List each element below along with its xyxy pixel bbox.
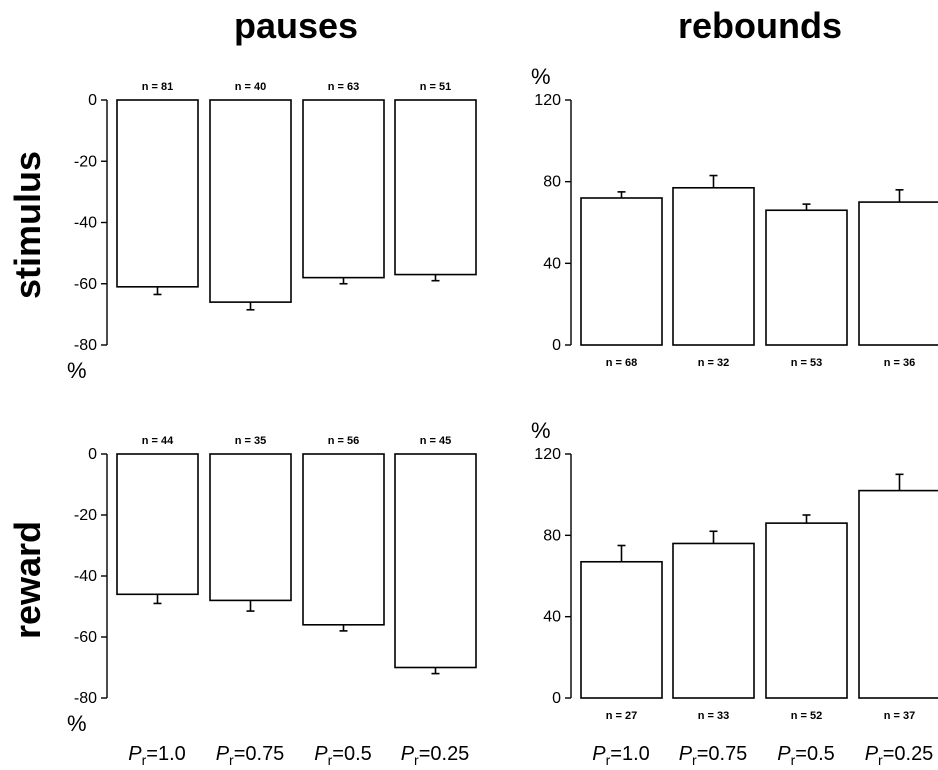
x-label-rebounds: Pr=0.5 (777, 743, 835, 768)
column-title-pauses: pauses (234, 5, 358, 46)
y-tick-label: 120 (534, 446, 561, 463)
x-label-pauses: Pr=0.25 (401, 743, 470, 768)
y-tick-label: -80 (74, 337, 97, 354)
y-tick-label: 80 (543, 527, 561, 544)
bar-Pr=0.25 (858, 489, 938, 699)
bar-Pr=0.75 (209, 453, 292, 602)
y-tick-label: 40 (543, 609, 561, 626)
bar-Pr=1.0 (116, 99, 199, 288)
bar-Pr=1.0 (116, 453, 199, 596)
y-tick-label: -40 (74, 215, 97, 232)
y-unit-label: % (531, 64, 551, 89)
n-label: n = 35 (235, 435, 267, 447)
n-label: n = 52 (791, 710, 823, 722)
n-label: n = 33 (698, 710, 730, 722)
y-tick-label: -80 (74, 690, 97, 707)
panel-rebounds-reward: 0 40 80 120% n = 27 n = 33 n = 52 n = 37 (531, 418, 938, 722)
x-label-pauses: Pr=0.75 (216, 743, 285, 768)
y-tick-label: 120 (534, 92, 561, 109)
bar-Pr=0.75 (209, 99, 292, 303)
n-label: n = 81 (142, 81, 174, 93)
y-tick-label: -40 (74, 568, 97, 585)
y-tick-label: 0 (88, 92, 97, 109)
y-tick-label: 0 (552, 337, 561, 354)
panel-pauses-reward: 0 -20 -40 -60 -80% n = 44 n = 35 n = 56 n = 45 (67, 435, 477, 736)
bar-Pr=0.5 (302, 453, 385, 626)
y-unit-label: % (531, 418, 551, 443)
n-label: n = 56 (328, 435, 360, 447)
x-label-pauses: Pr=1.0 (128, 743, 186, 768)
n-label: n = 32 (698, 357, 730, 369)
n-label: n = 37 (884, 710, 916, 722)
n-label: n = 27 (606, 710, 638, 722)
bar-Pr=1.0 (580, 197, 663, 346)
y-tick-label: -20 (74, 153, 97, 170)
panel-pauses-stimulus: 0 -20 -40 -60 -80% n = 81 n = 40 n = 63 n = 51 (67, 81, 477, 383)
bar-Pr=0.75 (672, 186, 755, 346)
y-tick-label: -20 (74, 507, 97, 524)
y-tick-label: 80 (543, 174, 561, 191)
x-axis-labels: Pr=1.0 Pr=0.75 Pr=0.5 Pr=0.25 Pr=1.0 Pr=0.75 P… (128, 743, 933, 768)
row-title-reward: reward (7, 521, 48, 639)
y-unit-label: % (67, 711, 87, 736)
bar-Pr=0.5 (302, 99, 385, 279)
n-label: n = 53 (791, 357, 823, 369)
bar-Pr=1.0 (580, 560, 663, 699)
bar-Pr=0.25 (394, 453, 477, 669)
bar-Pr=0.75 (672, 542, 755, 699)
column-title-rebounds: rebounds (678, 5, 842, 46)
n-label: n = 36 (884, 357, 916, 369)
n-label: n = 45 (420, 435, 452, 447)
x-label-pauses: Pr=0.5 (314, 743, 372, 768)
n-label: n = 68 (606, 357, 638, 369)
y-tick-label: -60 (74, 276, 97, 293)
n-label: n = 51 (420, 81, 452, 93)
x-label-rebounds: Pr=1.0 (592, 743, 650, 768)
n-label: n = 63 (328, 81, 360, 93)
x-label-rebounds: Pr=0.25 (865, 743, 934, 768)
n-label: n = 44 (142, 435, 174, 447)
panel-rebounds-stimulus: 0 40 80 120% n = 68 n = 32 n = 53 n = 36 (531, 64, 938, 369)
y-tick-label: 40 (543, 255, 561, 272)
row-title-stimulus: stimulus (7, 151, 48, 299)
y-tick-label: 0 (88, 446, 97, 463)
y-tick-label: 0 (552, 690, 561, 707)
y-unit-label: % (67, 358, 87, 383)
bar-Pr=0.5 (765, 522, 848, 699)
bar-Pr=0.25 (394, 99, 477, 276)
bar-Pr=0.5 (765, 209, 848, 346)
chart-panels: 0 -20 -40 -60 -80% n = 81 n = 40 n = 63 n = 51 0 4… (67, 64, 938, 736)
x-label-rebounds: Pr=0.75 (679, 743, 748, 768)
y-tick-label: -60 (74, 629, 97, 646)
bar-Pr=0.25 (858, 201, 938, 346)
n-label: n = 40 (235, 81, 267, 93)
